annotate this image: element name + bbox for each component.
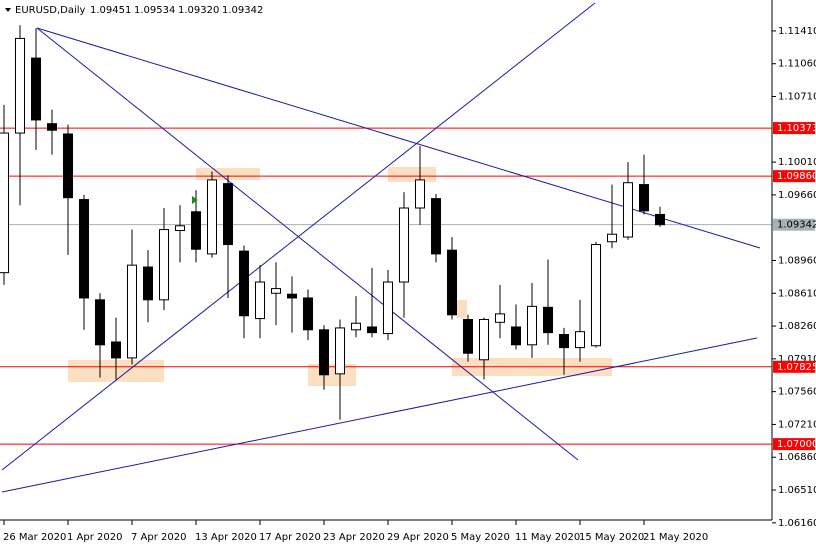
candle-body [479,318,489,361]
level-label: 1.09860 [777,171,816,182]
chart-title: EURUSD,Daily [15,5,86,16]
arrow-marker [192,196,198,204]
candle-body [351,322,361,331]
level-label-bg [773,122,815,135]
candle-body [63,133,73,199]
candle-body [271,288,281,294]
candle-body [111,341,121,359]
candle-body [383,281,393,335]
candle-body [207,179,217,255]
y-tick-label: 1.08610 [778,288,816,299]
candles [0,25,665,420]
y-tick-label: 1.06860 [778,452,816,463]
candle-body [47,123,57,131]
candle-body [543,306,553,334]
y-tick-label: 1.06160 [778,518,816,529]
candle-body [495,313,505,323]
x-tick-label: 17 Apr 2020 [259,532,321,543]
menu-triangle [5,8,11,12]
candle-body [287,293,297,299]
quote-value: 1.09320 [178,5,219,16]
x-tick-label: 21 May 2020 [643,532,708,543]
candle-body [159,229,169,301]
candle-body [127,264,137,359]
x-tick-label: 23 Apr 2020 [323,532,385,543]
x-tick-label: 13 Apr 2020 [195,532,257,543]
quote: 1.09451 1.09534 1.09320 1.09342 [90,5,263,16]
candle-body [623,182,633,238]
trend-lines [1,2,761,493]
trend-line [36,27,761,249]
candle-body [303,297,313,331]
level-label-bg [773,360,815,373]
levels [0,127,772,445]
zone [388,167,436,182]
y-tick-label: 1.07910 [778,354,816,365]
candle-body [0,132,9,274]
y-tick-label: 1.07210 [778,419,816,430]
x-tick-label: 29 Apr 2020 [387,532,449,543]
candle-body [447,249,457,316]
candle-body [559,333,569,349]
y-tick-label: 1.10010 [778,157,816,168]
y-tick-label: 1.11060 [778,59,816,70]
candle-body [399,207,409,283]
candle-body [527,305,537,346]
candle-body [239,250,249,317]
x-tick-label: 7 Apr 2020 [131,532,186,543]
y-tick-label: 1.08960 [778,255,816,266]
trend-line [1,337,758,493]
candle-body [191,211,201,250]
axes: 1.11410 1.11060 1.10710 1.10010 1.09660 1.089… [3,26,816,543]
y-tick-label: 1.07560 [778,387,816,398]
candle-body [607,233,617,243]
trend-line [36,27,579,461]
x-tick-label: 11 May 2020 [515,532,580,543]
y-tick-label: 1.08260 [778,321,816,332]
candle-body [511,326,521,346]
level-label: 1.07825 [777,362,816,373]
quote-value: 1.09534 [134,5,175,16]
candle-body [655,213,665,226]
y-tick-label: 1.10710 [778,92,816,103]
candle-body [463,318,473,354]
level-label-bg [773,218,815,231]
level-label: 1.10373 [777,123,816,134]
candle-body [79,199,89,299]
x-tick-label: 26 Mar 2020 [3,532,66,543]
candle-body [575,331,585,349]
candle-body [319,329,329,376]
x-tick-label: 5 May 2020 [451,532,510,543]
candle-body [31,57,41,121]
candle-body [15,37,25,134]
quote-value: 1.09451 [90,5,131,16]
level-label: 1.09342 [777,220,816,231]
candle-body [639,184,649,212]
candle-body [175,225,185,231]
candle-body [143,266,153,301]
y-tick-label: 1.11410 [778,26,816,37]
candle-body [591,244,601,347]
y-tick-label: 1.09660 [778,190,816,201]
candle-body [95,299,105,346]
candle-body [255,281,265,320]
level-label-bg [773,438,815,451]
candle-body [367,326,377,334]
x-tick-label: 1 Apr 2020 [67,532,122,543]
candle-body [335,327,345,375]
level-label-bg [773,170,815,183]
candle-body [431,198,441,255]
level-label: 1.07000 [777,439,816,450]
quote-value: 1.09342 [222,5,263,16]
zone [457,300,467,318]
y-tick-label: 1.06510 [778,485,816,496]
x-tick-label: 15 May 2020 [579,532,644,543]
candle-body [223,183,233,246]
candle-body [415,179,425,209]
